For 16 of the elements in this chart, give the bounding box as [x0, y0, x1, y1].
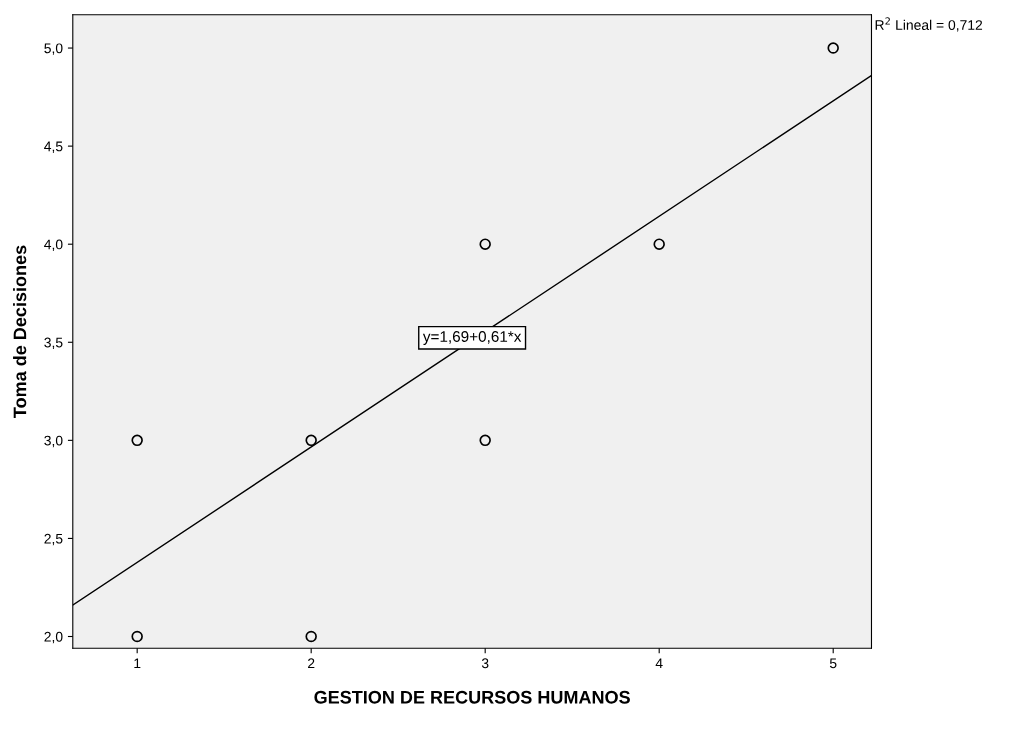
y-tick-label: 4,5: [44, 141, 63, 153]
x-axis-title: GESTION DE RECURSOS HUMANOS: [314, 690, 630, 704]
text: R$^{2}$ Lineal = 0,712: [875, 17, 983, 32]
x-tick-label: 2: [308, 658, 315, 669]
y-axis-title: Toma de Decisiones: [13, 245, 27, 418]
y-tick-label: 3,0: [44, 435, 63, 448]
y-tick-label: 4,0: [44, 239, 63, 252]
y-tick-label: 5,0: [44, 43, 63, 55]
y-tick-label: 2,0: [44, 631, 63, 644]
x-tick-label: 3: [481, 658, 489, 669]
x-tick-label: 1: [134, 658, 141, 669]
annotation: y=1,69+0,61*x: [422, 331, 522, 345]
y-tick-label: 2,5: [44, 533, 63, 546]
x-tick-label: 4: [655, 658, 663, 669]
y-tick-label: 3,5: [44, 337, 63, 350]
x-tick-label: 5: [829, 658, 837, 669]
